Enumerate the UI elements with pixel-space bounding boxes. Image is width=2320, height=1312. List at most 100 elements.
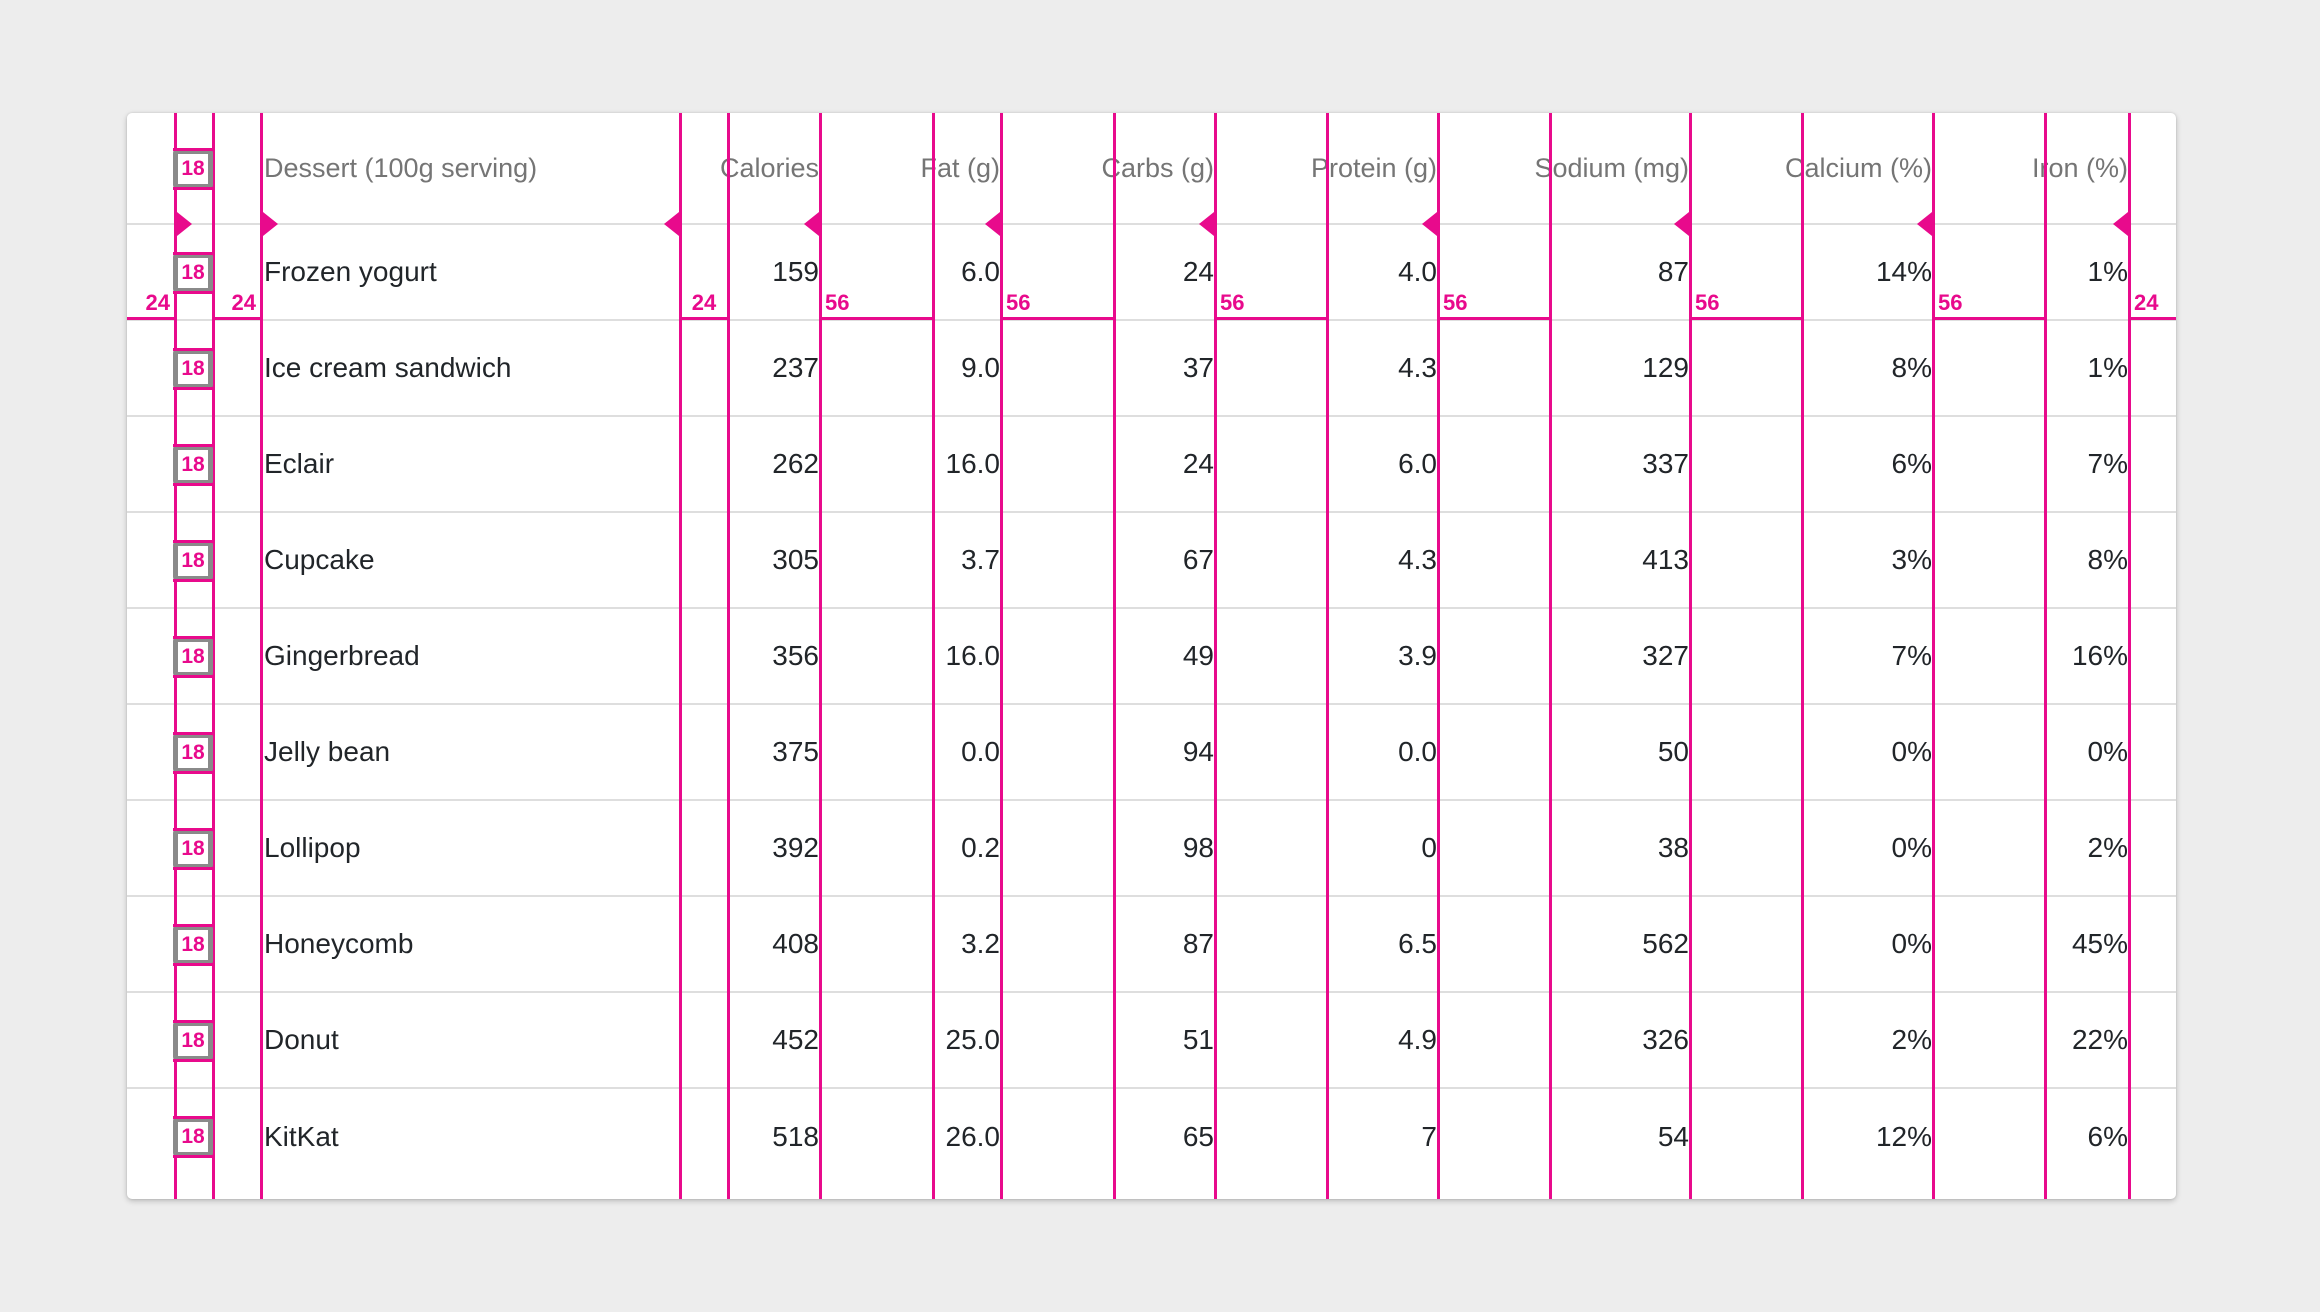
table-row[interactable]: KitKat 518 26.0 65 7 54 12% 6%	[127, 1089, 2176, 1185]
cell-carbs: 67	[1182, 544, 1214, 575]
table-row[interactable]: Cupcake 305 3.7 67 4.3 413 3% 8%	[127, 513, 2176, 609]
cell-dessert: Frozen yogurt	[264, 256, 437, 287]
cell-protein: 4.3	[1398, 544, 1437, 575]
cell-sodium: 38	[1657, 832, 1689, 863]
cell-iron: 0%	[2087, 736, 2128, 767]
cell-carbs: 51	[1182, 1024, 1214, 1055]
column-header-fat: Fat (g)	[920, 152, 1000, 183]
cell-fat: 6.0	[961, 256, 1000, 287]
cell-protein: 6.0	[1398, 448, 1437, 479]
cell-iron: 1%	[2087, 256, 2128, 287]
table-body: Frozen yogurt 159 6.0 24 4.0 87 14% 1% Ice cream…	[127, 225, 2176, 1185]
cell-protein: 3.9	[1398, 640, 1437, 671]
cell-iron: 6%	[2087, 1121, 2128, 1152]
cell-calories: 392	[772, 832, 819, 863]
column-header-iron: Iron (%)	[2031, 152, 2128, 183]
cell-calcium: 6%	[1891, 448, 1932, 479]
cell-calcium: 0%	[1891, 736, 1932, 767]
cell-carbs: 24	[1182, 448, 1214, 479]
table-header-row: Dessert (100g serving) Calories Fat (g) Car…	[127, 113, 2176, 225]
cell-sodium: 87	[1657, 256, 1689, 287]
cell-protein: 4.9	[1398, 1024, 1437, 1055]
cell-iron: 16%	[2071, 640, 2128, 671]
cell-calcium: 0%	[1891, 928, 1932, 959]
cell-protein: 4.3	[1398, 352, 1437, 383]
cell-iron: 2%	[2087, 832, 2128, 863]
table-row[interactable]: Donut 452 25.0 51 4.9 326 2% 22%	[127, 993, 2176, 1089]
cell-calories: 305	[772, 544, 819, 575]
cell-carbs: 94	[1182, 736, 1214, 767]
column-header-calories: Calories	[719, 152, 819, 183]
column-header-carbs: Carbs (g)	[1101, 152, 1214, 183]
cell-dessert: Jelly bean	[264, 736, 391, 767]
cell-fat: 25.0	[945, 1024, 1001, 1055]
column-header-protein: Protein (g)	[1310, 152, 1437, 183]
cell-iron: 7%	[2087, 448, 2128, 479]
column-header-sodium: Sodium (mg)	[1534, 152, 1689, 183]
cell-fat: 0.0	[961, 736, 1000, 767]
table-row[interactable]: Eclair 262 16.0 24 6.0 337 6% 7%	[127, 417, 2176, 513]
cell-iron: 1%	[2087, 352, 2128, 383]
cell-calcium: 8%	[1891, 352, 1932, 383]
cell-fat: 26.0	[945, 1121, 1001, 1152]
cell-carbs: 24	[1182, 256, 1214, 287]
table-row[interactable]: Ice cream sandwich 237 9.0 37 4.3 129 8% 1%	[127, 321, 2176, 417]
cell-calories: 408	[772, 928, 819, 959]
cell-calories: 159	[772, 256, 819, 287]
cell-calories: 237	[772, 352, 819, 383]
cell-fat: 9.0	[961, 352, 1000, 383]
cell-dessert: Honeycomb	[264, 928, 414, 959]
cell-fat: 0.2	[961, 832, 1000, 863]
cell-calories: 356	[772, 640, 819, 671]
cell-carbs: 65	[1182, 1121, 1214, 1152]
cell-fat: 16.0	[945, 448, 1001, 479]
column-header-calcium: Calcium (%)	[1784, 152, 1932, 183]
cell-fat: 3.7	[961, 544, 1000, 575]
data-table: Dessert (100g serving) Calories Fat (g) Car…	[127, 113, 2176, 1199]
cell-calcium: 12%	[1875, 1121, 1932, 1152]
cell-calories: 262	[772, 448, 819, 479]
table-row[interactable]: Lollipop 392 0.2 98 0 38 0% 2%	[127, 801, 2176, 897]
cell-calcium: 3%	[1891, 544, 1932, 575]
cell-calcium: 7%	[1891, 640, 1932, 671]
column-header-dessert: Dessert (100g serving)	[264, 152, 538, 183]
cell-calories: 375	[772, 736, 819, 767]
cell-protein: 0	[1421, 832, 1437, 863]
cell-carbs: 87	[1182, 928, 1214, 959]
cell-protein: 4.0	[1398, 256, 1437, 287]
cell-sodium: 326	[1642, 1024, 1689, 1055]
cell-dessert: Cupcake	[264, 544, 375, 575]
cell-fat: 16.0	[945, 640, 1001, 671]
table-row[interactable]: Honeycomb 408 3.2 87 6.5 562 0% 45%	[127, 897, 2176, 993]
table-row[interactable]: Frozen yogurt 159 6.0 24 4.0 87 14% 1%	[127, 225, 2176, 321]
cell-dessert: Eclair	[264, 448, 335, 479]
cell-carbs: 49	[1182, 640, 1214, 671]
cell-calcium: 0%	[1891, 832, 1932, 863]
cell-iron: 8%	[2087, 544, 2128, 575]
cell-sodium: 413	[1642, 544, 1689, 575]
cell-dessert: Donut	[264, 1024, 339, 1055]
cell-dessert: Gingerbread	[264, 640, 420, 671]
cell-iron: 22%	[2071, 1024, 2128, 1055]
table-row[interactable]: Jelly bean 375 0.0 94 0.0 50 0% 0%	[127, 705, 2176, 801]
cell-sodium: 337	[1642, 448, 1689, 479]
cell-calcium: 2%	[1891, 1024, 1932, 1055]
cell-protein: 7	[1421, 1121, 1437, 1152]
cell-calories: 452	[772, 1024, 819, 1055]
cell-calories: 518	[772, 1121, 819, 1152]
cell-sodium: 562	[1642, 928, 1689, 959]
cell-protein: 6.5	[1398, 928, 1437, 959]
cell-dessert: Lollipop	[264, 832, 361, 863]
cell-carbs: 98	[1182, 832, 1214, 863]
cell-dessert: Ice cream sandwich	[264, 352, 512, 383]
table-row[interactable]: Gingerbread 356 16.0 49 3.9 327 7% 16%	[127, 609, 2176, 705]
cell-calcium: 14%	[1875, 256, 1932, 287]
cell-fat: 3.2	[961, 928, 1000, 959]
cell-iron: 45%	[2071, 928, 2128, 959]
cell-carbs: 37	[1182, 352, 1214, 383]
cell-sodium: 54	[1657, 1121, 1689, 1152]
cell-sodium: 129	[1642, 352, 1689, 383]
cell-protein: 0.0	[1398, 736, 1437, 767]
cell-sodium: 327	[1642, 640, 1689, 671]
